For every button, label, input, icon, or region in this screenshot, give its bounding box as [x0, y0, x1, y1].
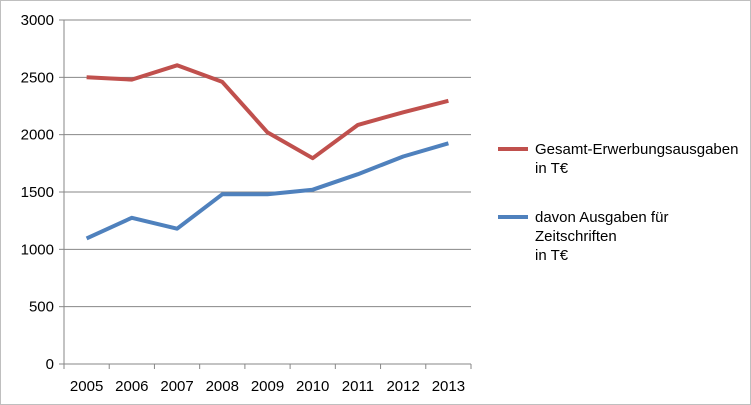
- y-tick-label: 3000: [21, 12, 54, 29]
- x-tick-label: 2008: [206, 378, 239, 395]
- x-axis-tick-labels: 2005 2006 2007 2008 2009 2010 2011 2012 2013: [70, 378, 465, 395]
- legend-label-2: in T€: [535, 247, 569, 264]
- y-tick-label: 0: [46, 356, 54, 373]
- x-tick-label: 2007: [160, 378, 193, 395]
- y-tick-label: 2000: [21, 127, 54, 144]
- legend-label-1: Gesamt-Erwerbungsausgaben: [535, 141, 738, 158]
- x-tick-label: 2009: [251, 378, 284, 395]
- y-tick-label: 1500: [21, 184, 54, 201]
- y-tick-label: 2500: [21, 69, 54, 86]
- axes: [59, 19, 472, 369]
- x-tick-label: 2006: [115, 378, 148, 395]
- y-tick-label: 500: [29, 299, 54, 316]
- legend-label-2: Zeitschriften: [535, 228, 617, 245]
- x-tick-label: 2010: [296, 378, 329, 395]
- x-tick-label: 2011: [342, 378, 374, 395]
- y-tick-label: 1000: [21, 241, 54, 258]
- x-tick-label: 2005: [70, 378, 103, 395]
- series-line-1: [86, 63, 449, 161]
- x-tick-label: 2013: [432, 378, 465, 395]
- legend-label-1: in T€: [535, 160, 569, 177]
- legend-label-2: davon Ausgaben für: [535, 209, 668, 226]
- y-axis-tick-labels: 0 500 1000 1500 2000 2500 3000: [21, 12, 54, 373]
- gridlines: [64, 19, 471, 308]
- data-series: [85, 63, 449, 241]
- x-tick-label: 2012: [386, 378, 419, 395]
- legend: Gesamt-Erwerbungsausgaben in T€ davon Ausg…: [498, 141, 738, 264]
- series-line-2: [85, 141, 449, 241]
